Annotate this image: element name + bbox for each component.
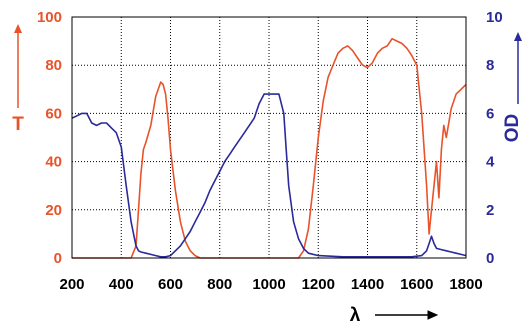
x-tick-label: 1600 xyxy=(400,276,433,293)
y-axis-right-arrow xyxy=(514,32,522,104)
y-axis-left-arrow xyxy=(14,24,22,108)
y-left-tick-label: 80 xyxy=(45,57,62,74)
y-right-tick-label: 6 xyxy=(486,105,494,122)
x-tick-label: 1200 xyxy=(302,276,335,293)
x-tick-label: 1400 xyxy=(351,276,384,293)
y-right-tick-label: 4 xyxy=(486,154,495,171)
y-left-tick-label: 40 xyxy=(45,154,62,171)
series-line-od xyxy=(71,93,467,258)
y-right-tick-label: 10 xyxy=(486,9,503,26)
y-left-tick-label: 100 xyxy=(37,9,62,26)
x-tick-label: 1800 xyxy=(449,276,482,293)
tick-labels: 200 400 600 800 1000 1200 1400 1600 180002040608… xyxy=(37,9,503,293)
x-axis-label: λ xyxy=(350,305,361,326)
x-tick-label: 1000 xyxy=(252,276,285,293)
series-line-t xyxy=(72,37,467,259)
y-right-tick-label: 0 xyxy=(486,250,494,267)
x-tick-label: 800 xyxy=(207,276,232,293)
y-right-tick-label: 8 xyxy=(486,57,494,74)
x-tick-label: 200 xyxy=(59,276,84,293)
x-tick-label: 400 xyxy=(109,276,134,293)
x-axis-arrow xyxy=(375,310,439,320)
y-right-tick-label: 2 xyxy=(486,202,494,219)
series-lines xyxy=(71,37,467,259)
y-left-tick-label: 0 xyxy=(54,250,62,267)
x-tick-label: 600 xyxy=(158,276,183,293)
y-left-tick-label: 60 xyxy=(45,105,62,122)
plot-frame xyxy=(71,16,467,259)
y-left-tick-label: 20 xyxy=(45,202,62,219)
y-axis-right-label: OD xyxy=(502,114,523,143)
y-axis-left-label: T xyxy=(12,114,24,135)
